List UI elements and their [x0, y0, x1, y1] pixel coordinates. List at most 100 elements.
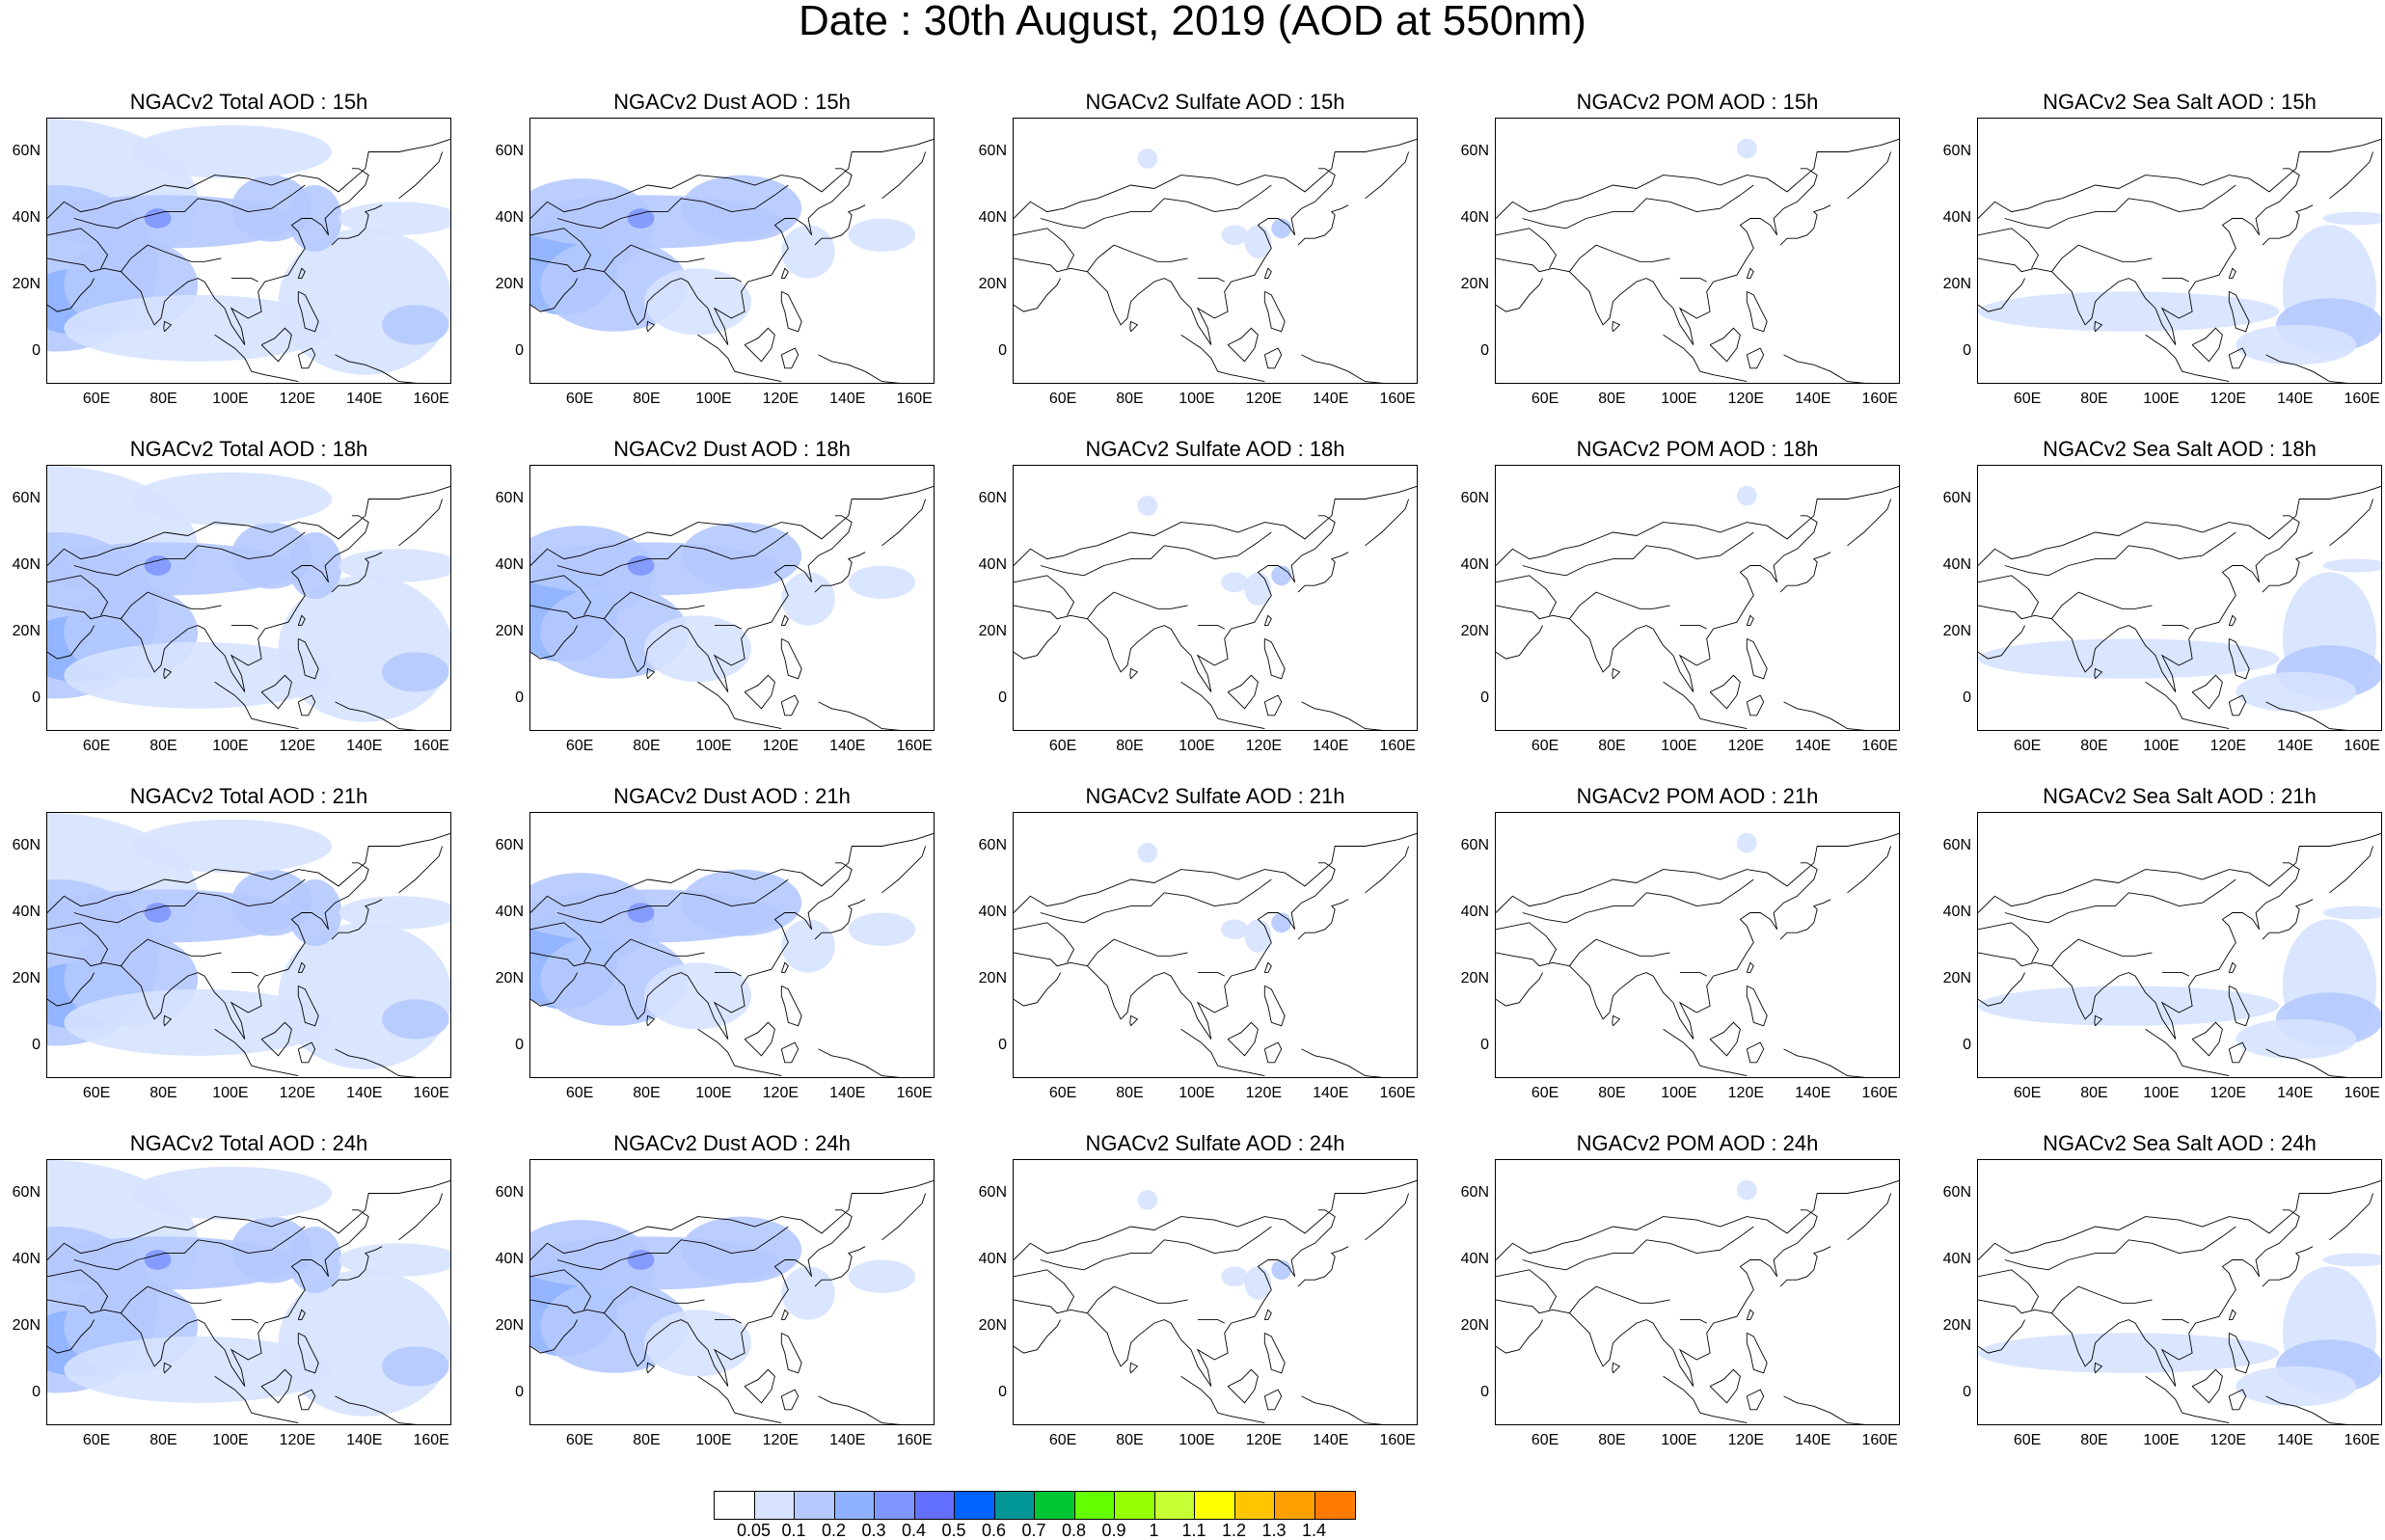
coastline-segment: [335, 701, 418, 730]
coastline-segment: [230, 278, 258, 283]
coastline-segment: [2182, 1065, 2230, 1077]
aod-region: [1221, 572, 1248, 593]
lon-tick-label: 100E: [212, 1432, 249, 1448]
aod-region: [382, 999, 449, 1040]
map-panel-pom: [1495, 465, 1900, 731]
aod-region: [64, 1336, 333, 1403]
coastline-segment: [604, 1285, 705, 1313]
coastline-segment: [1301, 354, 1384, 383]
colorbar-swatch: [1154, 1492, 1195, 1519]
coastline-segment: [297, 347, 316, 369]
coastline-segment: [1014, 625, 1062, 660]
coastline-segment: [2161, 1319, 2189, 1324]
lon-tick-label: 140E: [1795, 1085, 1831, 1101]
coastline-segment: [1217, 1412, 1265, 1424]
coastline-segment: [1746, 694, 1765, 716]
coastline-segment: [1978, 485, 2381, 566]
lat-tick-label: 20N: [495, 1316, 524, 1334]
coastline-segment: [530, 972, 579, 1007]
coastline-segment: [230, 625, 258, 630]
coastline-segment: [1263, 961, 1272, 974]
coastline-segment: [881, 846, 927, 894]
aod-region: [781, 1266, 835, 1320]
colorbar-label: 1: [1149, 1521, 1159, 1540]
lon-tick-label: 140E: [2277, 738, 2314, 754]
lon-tick-label: 80E: [633, 391, 661, 407]
coastline-segment: [1978, 832, 2381, 913]
coastline-segment: [2265, 1395, 2348, 1424]
lon-tick-label: 140E: [346, 391, 383, 407]
coastline-segment: [1014, 575, 1075, 616]
aerosol-field: [47, 119, 450, 375]
lat-tick-label: 20N: [1460, 622, 1489, 639]
lon-tick-label: 60E: [565, 391, 594, 407]
coastline-segment: [1978, 575, 2040, 616]
aerosol-field: [530, 175, 916, 336]
coastline-segment: [814, 899, 866, 940]
lon-tick-label: 80E: [1598, 1085, 1626, 1101]
lat-tick-label: 40N: [12, 555, 41, 573]
coastline-segment: [1263, 267, 1272, 280]
panel-title: NGACv2 Total AOD : 21h: [129, 784, 368, 808]
coastline-segment: [1783, 1395, 1866, 1424]
coastline-segment: [2145, 334, 2183, 372]
coastline-segment: [1014, 168, 1336, 345]
aod-region: [64, 294, 333, 362]
lat-tick-label: 0: [32, 689, 41, 706]
colorbar-swatch: [955, 1492, 995, 1519]
coastline-segment: [1263, 694, 1283, 716]
coastline-segment: [47, 515, 369, 692]
coastline-segment: [121, 244, 222, 272]
lat-tick-label: 60N: [1460, 836, 1489, 853]
lon-tick-label: 120E: [762, 1085, 800, 1101]
coastline-segment: [2329, 1193, 2374, 1241]
map-panel-pom: [1495, 118, 1900, 384]
panel-title: NGACv2 POM AOD : 21h: [1576, 784, 1819, 808]
coastline-segment: [1783, 701, 1866, 730]
lon-tick-label: 120E: [1245, 1085, 1283, 1101]
coastline-segment: [2145, 681, 2183, 719]
coastline-segment: [744, 674, 775, 710]
aod-region: [64, 641, 333, 709]
coastline-segment: [1779, 552, 1831, 593]
coastline: [1978, 1179, 2381, 1424]
coastline-segment: [297, 1041, 316, 1064]
lat-tick-label: 20N: [12, 275, 41, 292]
lat-tick-label: 0: [998, 689, 1007, 706]
lon-tick-label: 120E: [2209, 391, 2247, 407]
coastline-segment: [2191, 1368, 2223, 1404]
lat-tick-label: 20N: [1942, 1316, 1971, 1334]
coastline-segment: [398, 846, 444, 894]
coastline-segment: [1779, 204, 1831, 246]
lat-tick-label: 0: [998, 1036, 1007, 1053]
lon-tick-label: 140E: [2277, 1085, 2314, 1101]
coastline-segment: [1365, 499, 1410, 547]
aod-region: [1271, 1259, 1292, 1281]
aod-region: [144, 903, 172, 923]
map-panel-seasalt: [1977, 465, 2382, 731]
coastline-segment: [1297, 899, 1349, 940]
coastline-segment: [1263, 1332, 1286, 1374]
aod-region: [2322, 211, 2381, 226]
coastline-segment: [2182, 370, 2230, 383]
coastline: [530, 1179, 934, 1424]
lon-tick-label: 100E: [2143, 1432, 2180, 1448]
coastline-segment: [1040, 531, 1272, 577]
coastline-segment: [47, 278, 95, 312]
aerosol-field: [1137, 843, 1292, 953]
aod-region: [644, 1310, 752, 1377]
colorbar-label: 0.3: [861, 1521, 886, 1540]
lat-tick-label: 0: [1480, 1036, 1489, 1053]
colorbar-label: 1.2: [1221, 1521, 1247, 1540]
coastline-segment: [530, 922, 592, 963]
coastline-segment: [1496, 1319, 1544, 1354]
coastline-segment: [1746, 961, 1754, 974]
lon-tick-label: 100E: [695, 1432, 732, 1448]
coastline-segment: [2228, 985, 2250, 1027]
coastline-segment: [2329, 846, 2374, 894]
coastline-segment: [1612, 667, 1621, 680]
aod-region: [2322, 1253, 2381, 1267]
coastline-segment: [297, 267, 306, 280]
coastline-segment: [2145, 1375, 2183, 1414]
lat-tick-label: 0: [515, 1036, 524, 1053]
